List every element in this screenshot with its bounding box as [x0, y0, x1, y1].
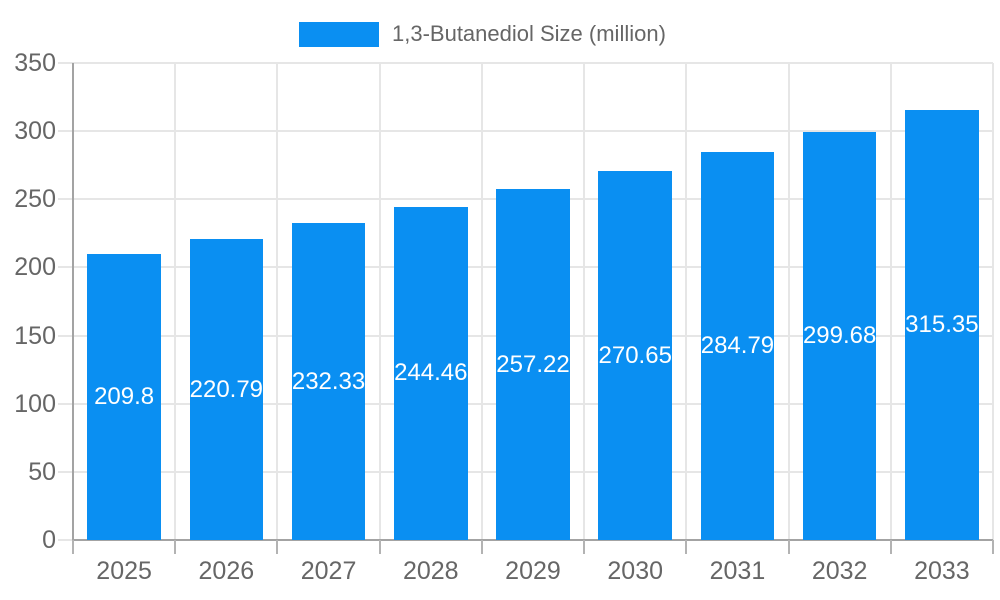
- y-axis-line: [72, 63, 74, 554]
- bar[interactable]: 299.68: [802, 131, 877, 540]
- gridline-vertical: [480, 63, 483, 540]
- y-axis-tick-label: 250: [14, 185, 56, 214]
- y-axis-tick-label: 150: [14, 321, 56, 350]
- gridline-vertical: [992, 63, 994, 540]
- bar-value-label: 315.35: [905, 311, 979, 339]
- x-axis-category-label: 2031: [709, 557, 766, 585]
- bar-value-label: 244.46: [394, 359, 468, 387]
- bar-value-label: 220.79: [189, 375, 264, 403]
- bar-value-label: 257.22: [496, 350, 570, 378]
- bar-value-label: 299.68: [802, 321, 877, 349]
- x-axis-tick: [378, 540, 381, 554]
- x-axis-category-label: 2033: [914, 557, 970, 585]
- bar[interactable]: 315.35: [905, 110, 979, 540]
- bar-value-label: 284.79: [700, 331, 775, 359]
- legend-label: 1,3-Butanediol Size (million): [392, 21, 666, 46]
- x-axis-category-label: 2026: [198, 557, 255, 585]
- x-axis-tick: [685, 540, 688, 554]
- bar[interactable]: 257.22: [496, 189, 570, 540]
- y-axis-tick-label: 0: [42, 526, 56, 554]
- bar[interactable]: 209.8: [87, 254, 161, 540]
- x-axis-tick: [889, 540, 892, 554]
- gridline-horizontal: [58, 130, 993, 133]
- bar[interactable]: 220.79: [189, 239, 264, 540]
- y-axis-tick-label: 350: [14, 49, 56, 77]
- bar[interactable]: 232.33: [291, 223, 366, 540]
- bar[interactable]: 244.46: [394, 206, 468, 540]
- x-axis-tick: [174, 540, 177, 554]
- gridline-vertical: [583, 63, 586, 540]
- gridline-vertical: [276, 63, 279, 540]
- bar-value-label: 209.8: [94, 383, 155, 411]
- gridline-horizontal: [58, 62, 993, 64]
- y-axis-tick-label: 200: [14, 253, 56, 282]
- gridline-vertical: [685, 63, 688, 540]
- gridline-vertical: [787, 63, 790, 540]
- x-axis-category-label: 2029: [505, 557, 561, 585]
- legend-swatch: [299, 21, 379, 47]
- x-axis-tick: [583, 540, 586, 554]
- x-axis-tick: [72, 540, 74, 554]
- bar-value-label: 232.33: [291, 367, 366, 395]
- gridline-vertical: [174, 63, 177, 540]
- y-axis-tick-label: 50: [28, 457, 56, 486]
- legend-item[interactable]: 1,3-Butanediol Size (million): [299, 21, 666, 47]
- x-axis-category-label: 2030: [607, 557, 664, 585]
- x-axis-baseline: [73, 539, 993, 541]
- x-axis-tick: [276, 540, 279, 554]
- bar[interactable]: 270.65: [598, 171, 672, 540]
- x-axis-category-label: 2028: [402, 557, 459, 585]
- bar-value-label: 270.65: [598, 341, 672, 369]
- x-axis-tick: [787, 540, 790, 554]
- x-axis-category-label: 2032: [811, 557, 868, 585]
- gridline-vertical: [378, 63, 381, 540]
- x-axis-category-label: 2027: [300, 557, 357, 585]
- x-axis-tick: [992, 540, 994, 554]
- y-axis-tick-label: 100: [14, 389, 56, 418]
- bar[interactable]: 284.79: [700, 151, 775, 540]
- gridline-vertical: [889, 63, 892, 540]
- x-axis-tick: [480, 540, 483, 554]
- y-axis-tick-label: 300: [14, 117, 56, 146]
- x-axis-category-label: 2025: [96, 557, 152, 585]
